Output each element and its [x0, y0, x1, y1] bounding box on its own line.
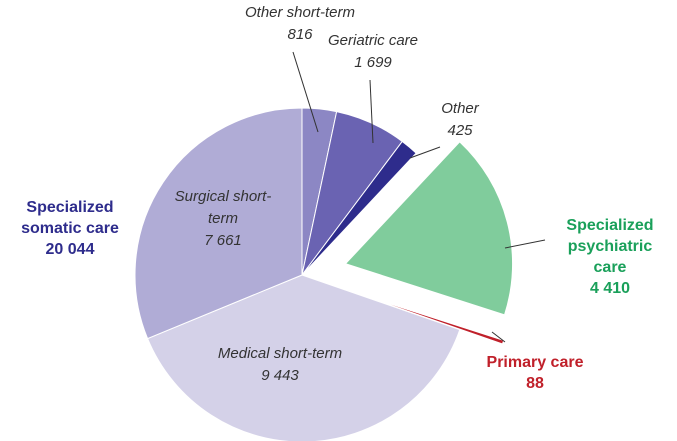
category-label: Surgical short-term: [174, 188, 272, 227]
slice-label: Medical short-term 9 443: [170, 343, 390, 387]
leader-line: [292, 51, 319, 133]
slice-label: Other short-term 816: [220, 2, 380, 46]
category-label: Specialized psychiatric care: [566, 217, 654, 276]
value-label: 425: [447, 122, 473, 139]
value-label: 7 661: [204, 232, 242, 249]
value-label: 88: [526, 375, 544, 392]
leader-line: [369, 79, 374, 144]
slice-label: Other 425: [420, 98, 500, 142]
pie-slice: [146, 274, 461, 441]
leader-line: [409, 146, 441, 159]
value-label: 1 699: [354, 54, 392, 71]
value-label: 816: [287, 26, 313, 43]
leader-line: [504, 239, 546, 249]
pie-slice: [344, 288, 505, 345]
group-value: 20 044: [45, 241, 95, 258]
group-name: Specialized somatic care: [21, 199, 119, 237]
category-label: Primary care: [486, 354, 584, 371]
pie-slice: [344, 141, 514, 316]
slice-label: Geriatric care 1 699: [303, 30, 443, 74]
value-label: 4 410: [589, 280, 631, 297]
slice-label: Primary care 88: [475, 352, 595, 394]
pie-slice: [301, 140, 417, 276]
category-label: Medical short-term: [217, 345, 343, 362]
group-label: Specialized somatic care 20 044: [0, 197, 140, 260]
leader-line: [491, 331, 506, 343]
value-label: 9 443: [261, 367, 299, 384]
category-label: Other short-term: [244, 4, 356, 21]
pie-slice: [134, 107, 303, 340]
slice-label: Surgical short-term 7 661: [173, 186, 273, 252]
slice-label: Specialized psychiatric care 4 410: [550, 215, 670, 299]
category-label: Geriatric care: [327, 32, 419, 49]
category-label: Other: [441, 100, 479, 117]
